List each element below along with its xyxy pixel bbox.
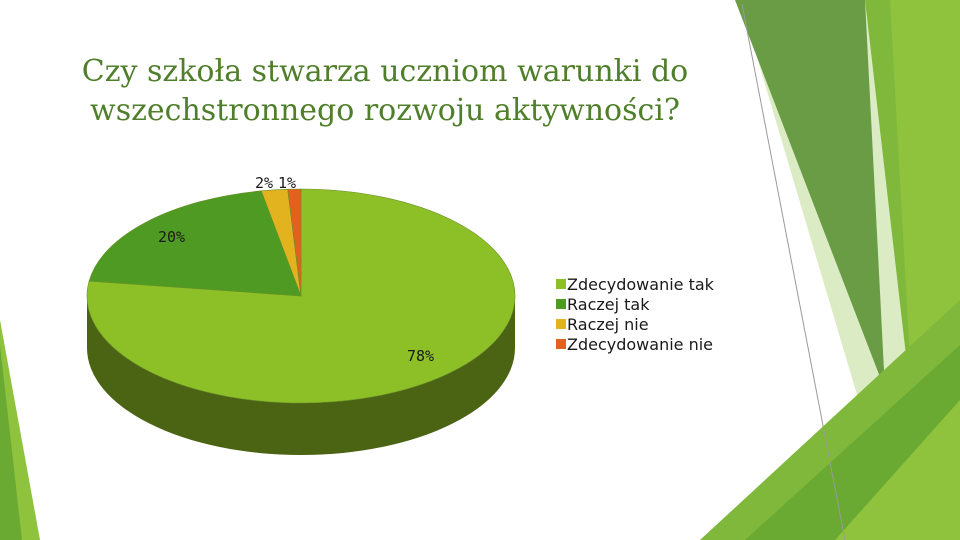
pie-slice-raczej-tak — [88, 190, 302, 297]
legend-swatch — [556, 279, 566, 289]
legend-swatch — [556, 299, 566, 309]
legend-item-zdecydowanie-tak: Zdecydowanie tak — [556, 274, 714, 294]
legend-item-raczej-nie: Raczej nie — [556, 314, 714, 334]
data-label-zdecydowanie-tak: 78% — [407, 347, 435, 365]
pie-side-zdecydowanie-tak — [87, 296, 515, 455]
data-label-raczej-tak: 20% — [158, 228, 186, 246]
data-label-raczej-nie: 2% — [255, 174, 274, 192]
legend-label: Zdecydowanie tak — [567, 274, 714, 294]
title-line-1: Czy szkoła stwarza uczniom warunki do — [81, 54, 689, 89]
chart-legend: Zdecydowanie tak Raczej tak Raczej nie Z… — [556, 274, 714, 354]
data-label-zdecydowanie-nie: 1% — [278, 174, 297, 192]
legend-swatch — [556, 339, 566, 349]
legend-swatch — [556, 319, 566, 329]
title-line-2: wszechstronnego rozwoju aktywności? — [90, 93, 680, 128]
slide-title: Czy szkoła stwarza uczniom warunki do ws… — [40, 52, 730, 130]
legend-item-zdecydowanie-nie: Zdecydowanie nie — [556, 334, 714, 354]
legend-label: Raczej nie — [567, 314, 649, 334]
legend-label: Zdecydowanie nie — [567, 334, 714, 354]
pie-slice-zdecydowanie-nie — [287, 188, 302, 297]
legend-item-raczej-tak: Raczej tak — [556, 294, 714, 314]
legend-label: Raczej tak — [567, 294, 650, 314]
